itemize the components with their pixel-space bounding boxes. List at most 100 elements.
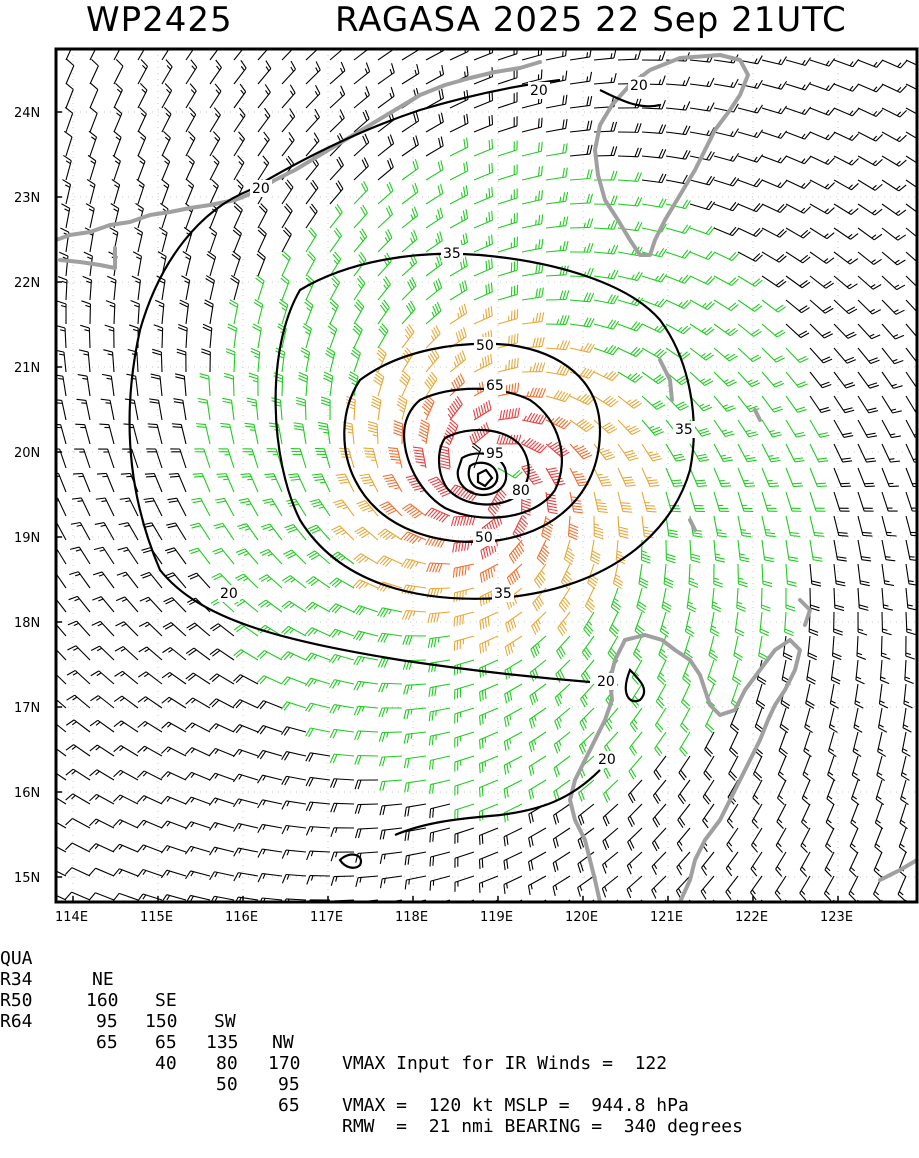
wind-barb — [810, 300, 833, 313]
wind-barb — [288, 474, 306, 492]
wind-barb — [293, 423, 306, 444]
wind-barb — [426, 113, 443, 132]
wind-barb — [834, 564, 845, 586]
wind-barb — [298, 372, 307, 396]
wind-barb — [480, 684, 498, 701]
wind-barb — [234, 84, 246, 108]
wind-barb — [355, 731, 378, 740]
wind-barb — [810, 156, 835, 164]
wind-barb — [656, 684, 666, 708]
wind-barb — [90, 107, 97, 132]
stats-header-sw: SW — [214, 1011, 236, 1032]
wind-barb — [402, 504, 426, 518]
wind-barb — [321, 397, 330, 420]
wind-barb — [786, 180, 811, 188]
wind-barb — [86, 204, 94, 228]
wind-barb — [678, 804, 690, 828]
wind-barb — [570, 468, 588, 486]
wind-barb — [189, 548, 210, 564]
wind-barb — [185, 871, 210, 879]
wind-barb — [138, 721, 162, 732]
wind-barb — [258, 227, 266, 252]
lat-tick-label: 19N — [14, 531, 40, 546]
contour-label: 95 — [486, 446, 504, 462]
wind-barb — [627, 852, 642, 874]
wind-barb — [756, 684, 765, 709]
wind-barb — [856, 660, 865, 684]
wind-barb — [78, 375, 90, 396]
wind-barb — [164, 598, 186, 612]
wind-barb — [115, 647, 138, 660]
wind-barb — [383, 475, 402, 492]
wind-barb — [198, 399, 210, 420]
wind-barb — [761, 588, 770, 611]
contour-label: 20 — [220, 586, 238, 602]
wind-barb — [114, 131, 121, 156]
contour-label: 20 — [598, 752, 616, 768]
wind-barb — [738, 252, 763, 261]
wind-barb — [618, 172, 642, 181]
wind-barb — [738, 276, 762, 286]
wind-barb — [882, 540, 895, 561]
wind-barb — [134, 228, 142, 252]
wind-barb — [167, 498, 186, 516]
wind-barb — [282, 875, 306, 884]
wind-barb — [139, 622, 162, 636]
wind-barb — [402, 348, 413, 372]
wind-barb — [810, 420, 829, 437]
wind-barb — [113, 844, 138, 852]
wind-barb — [858, 420, 877, 438]
wind-barb — [858, 228, 882, 240]
wind-barb — [354, 554, 378, 564]
wind-barb — [498, 237, 517, 252]
wind-barb — [183, 252, 191, 276]
wind-barb — [834, 492, 850, 511]
wind-barb — [851, 804, 858, 829]
wind-barb — [232, 251, 241, 276]
wind-barb — [810, 58, 835, 66]
wind-barb — [786, 82, 811, 90]
wind-barb — [282, 576, 306, 588]
wind-barb — [306, 251, 315, 276]
wind-barb — [522, 190, 542, 204]
stats-value-sw: 135 — [206, 1032, 239, 1053]
wind-barb — [312, 474, 330, 492]
lat-tick-label: 22N — [14, 276, 40, 291]
wind-barb — [404, 756, 426, 768]
wind-barb — [810, 83, 835, 90]
wind-barb — [329, 655, 354, 664]
wind-barb — [258, 132, 269, 156]
wind-barb — [762, 396, 783, 412]
wind-barb — [98, 449, 114, 468]
wind-barb — [378, 182, 393, 204]
wind-barb — [530, 708, 546, 728]
wind-barb — [163, 623, 186, 636]
wind-barb — [762, 57, 786, 65]
wind-barb — [613, 564, 622, 588]
wind-barbs — [41, 35, 919, 924]
wind-barb — [429, 684, 450, 697]
wind-barb — [282, 61, 296, 84]
wind-barb — [146, 449, 162, 468]
wind-barb — [714, 396, 736, 411]
wind-barb — [642, 372, 666, 384]
wind-barb — [557, 636, 570, 659]
wind-barb — [594, 245, 618, 254]
wind-barb — [786, 444, 804, 462]
wind-barb — [906, 588, 917, 610]
wind-barb — [729, 732, 738, 757]
wind-barb — [570, 96, 592, 108]
wind-barb — [145, 474, 162, 492]
wind-barb — [138, 59, 148, 84]
wind-barb — [49, 473, 66, 492]
wind-barb — [159, 227, 167, 252]
contour-label: 20 — [530, 83, 548, 99]
wind-barb — [66, 59, 74, 84]
wind-barb — [426, 208, 443, 228]
wind-barb — [114, 721, 138, 732]
wind-barb — [454, 612, 474, 627]
wind-barb — [113, 795, 138, 804]
wind-barb — [806, 684, 815, 708]
